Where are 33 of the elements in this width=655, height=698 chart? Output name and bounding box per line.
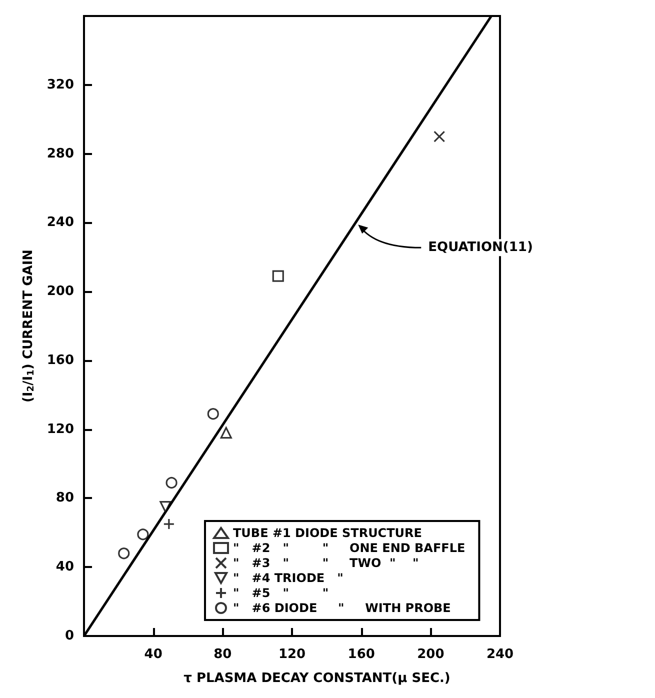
point — [166, 476, 178, 489]
point — [434, 130, 446, 142]
y-tick-label: 280 — [46, 146, 74, 162]
x-tick-label: 200 — [417, 647, 444, 662]
y-axis-title: (I2/I1) CURRENT GAIN — [20, 249, 36, 403]
point — [163, 518, 175, 530]
y-tick-label: 160 — [46, 352, 74, 368]
y-tick-label: 40 — [56, 560, 74, 575]
x-tick-label: 240 — [486, 647, 514, 662]
annotation: EQUATION(11) — [428, 240, 533, 256]
y-tick-label: 80 — [56, 490, 74, 506]
point — [118, 548, 130, 560]
point — [137, 528, 149, 540]
x-tick-label: 120 — [278, 647, 306, 662]
x-tick-label: 160 — [348, 647, 375, 662]
y-tick-label: 120 — [46, 422, 74, 437]
x-tick-label: 80 — [214, 647, 232, 662]
point — [272, 270, 284, 282]
point — [220, 426, 232, 439]
point — [160, 501, 172, 513]
y-tick-label: 0 — [64, 628, 74, 644]
legend-label: " #5 " " — [233, 586, 329, 600]
y-tick-label: 200 — [46, 284, 74, 300]
y-tick-label: 240 — [46, 215, 74, 230]
legend-label: TUBE #1 DIODE STRUCTURE — [233, 526, 422, 540]
legend-label: " #4 TRIODE " — [233, 571, 344, 585]
legend-label: " #3 " " TWO " " — [233, 556, 419, 570]
legend-label: " #2 " " ONE END BAFFLE — [233, 541, 466, 555]
y-tick-label: 320 — [46, 77, 74, 92]
x-axis-title: τ PLASMA DECAY CONSTANT(μ SEC.) — [184, 671, 450, 686]
point — [207, 408, 219, 420]
x-tick-label: 40 — [144, 647, 162, 662]
legend-label: " #6 DIODE " WITH PROBE — [233, 601, 451, 615]
